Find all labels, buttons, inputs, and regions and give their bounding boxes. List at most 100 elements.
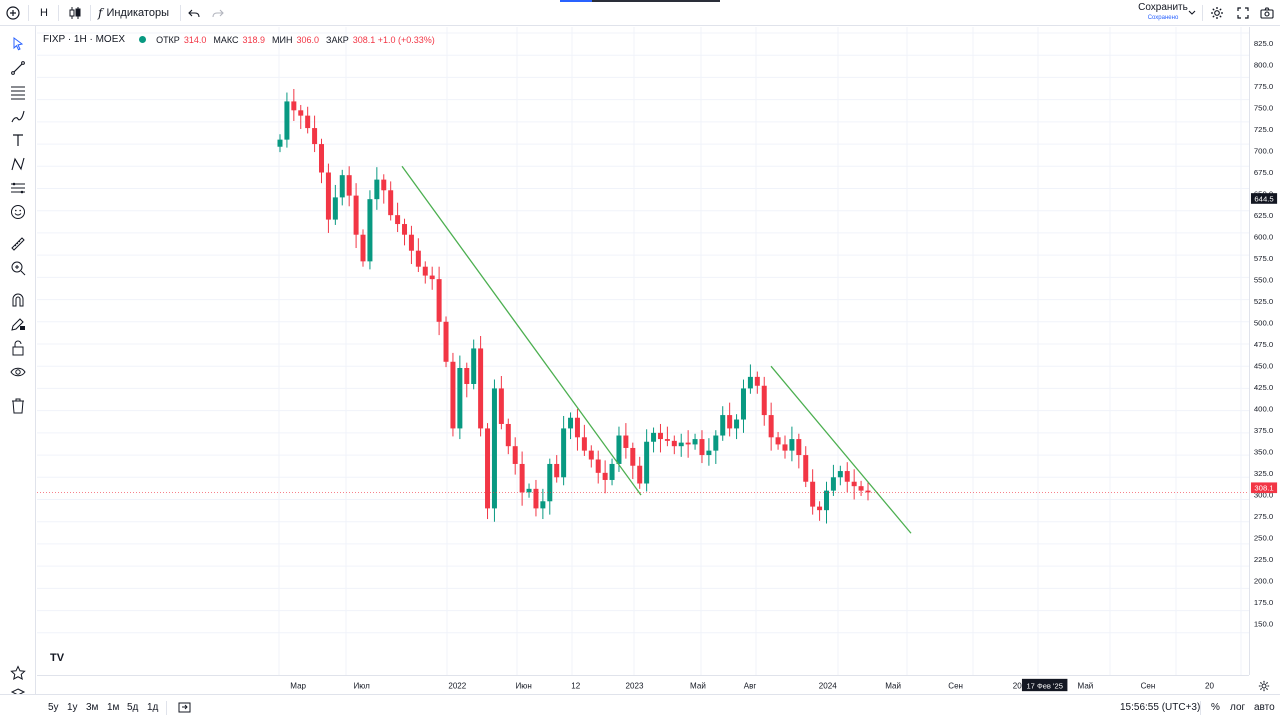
settings-button[interactable]: [1208, 3, 1226, 23]
candle-body: [422, 266, 428, 276]
candle-body: [823, 490, 829, 511]
magnet-tool[interactable]: [7, 289, 29, 311]
time-tick-label: Сен: [1141, 681, 1156, 690]
time-tick-label: Мар: [290, 681, 306, 690]
price-tick-label: 575.0: [1254, 254, 1273, 263]
candle-body: [491, 388, 497, 509]
indicators-label: Индикаторы: [106, 7, 169, 19]
candle-body: [727, 415, 733, 429]
time-scale[interactable]: Мар Июл 2022 Июн 12 2023 Май Авг 2024 Май Сен 20 Май…: [37, 675, 1249, 694]
candle-body: [851, 481, 857, 487]
function-icon: f: [98, 6, 103, 20]
candle-body: [616, 435, 622, 464]
bottom-toolbar: 5у 1у 3м 1м 5д 1д 15:56:55 (UTC+3) % лог…: [0, 694, 1280, 720]
save-menu-button[interactable]: [1186, 3, 1198, 23]
candle-body: [332, 197, 338, 220]
candles: [277, 88, 871, 524]
measure-tool[interactable]: [7, 233, 29, 255]
candle-body: [685, 442, 691, 445]
fullscreen-button[interactable]: [1234, 3, 1252, 23]
high-value: 318.9: [242, 34, 266, 45]
log-toggle[interactable]: лог: [1230, 702, 1246, 713]
price-tick-label: 750.0: [1254, 104, 1273, 113]
time-tick-label: Авг: [744, 681, 757, 690]
candle-body: [602, 472, 608, 480]
candle-body: [360, 234, 366, 262]
interval-button[interactable]: Н: [40, 7, 48, 19]
candle-body: [817, 506, 823, 511]
remove-drawings-tool[interactable]: [7, 395, 29, 417]
price-tick-label: 625.0: [1254, 211, 1273, 220]
candle-body: [740, 388, 746, 420]
open-key: ОТКР: [156, 34, 180, 45]
cursor-tool[interactable]: [7, 33, 29, 55]
price-tick-label: 700.0: [1254, 147, 1273, 156]
candle-body: [644, 441, 650, 484]
brush-tool[interactable]: [7, 105, 29, 127]
open-value: 314.0: [183, 34, 207, 45]
screenshot-button[interactable]: [1258, 3, 1276, 23]
candle-body: [305, 115, 311, 129]
fib-tool[interactable]: [7, 81, 29, 103]
top-toolbar: Н f Индикаторы Сохранить Сохранено: [0, 0, 1280, 26]
candle-body: [595, 459, 601, 473]
range-1d[interactable]: 1д: [147, 702, 159, 713]
range-1y[interactable]: 1у: [67, 702, 78, 713]
candle-body: [720, 415, 726, 436]
chart-legend: FIXP · 1Н · MOEX ОТКР 314.0 МАКС 318.9 МИН…: [43, 34, 438, 45]
favorites-tool[interactable]: [7, 662, 29, 684]
smiley-icon: [11, 205, 25, 219]
chart-canvas[interactable]: TV: [37, 27, 1249, 675]
symbol-title[interactable]: FIXP · 1Н · MOEX: [43, 34, 126, 45]
stay-drawing-tool[interactable]: [7, 313, 29, 335]
clock-timezone[interactable]: 15:56:55 (UTC+3): [1120, 702, 1201, 713]
candle-body: [367, 199, 373, 262]
price-tick-label: 225.0: [1254, 555, 1273, 564]
magnet-icon: [12, 293, 24, 307]
last-price-badge: 308.1: [1250, 482, 1278, 494]
range-5d[interactable]: 5д: [127, 702, 139, 713]
candle-body: [319, 144, 325, 173]
price-tick-label: 450.0: [1254, 362, 1273, 371]
trendline: [770, 365, 912, 534]
trendline-tool[interactable]: [7, 57, 29, 79]
price-tick-label: 550.0: [1254, 276, 1273, 285]
prediction-tool[interactable]: [7, 177, 29, 199]
pattern-tool[interactable]: [7, 153, 29, 175]
low-key: МИН: [272, 34, 293, 45]
candle-body: [395, 215, 401, 225]
hide-drawings-tool[interactable]: [7, 361, 29, 383]
trendline-icon: [11, 61, 25, 75]
time-tick-label: 2024: [819, 681, 837, 690]
auto-toggle[interactable]: авто: [1254, 702, 1275, 713]
time-tick-label: 12: [571, 681, 580, 690]
candle-body: [581, 437, 587, 451]
icon-tool[interactable]: [7, 201, 29, 223]
time-scale-settings-button[interactable]: [1258, 679, 1270, 697]
candle-body: [754, 376, 760, 386]
percent-toggle[interactable]: %: [1211, 702, 1220, 713]
redo-button[interactable]: [210, 3, 226, 23]
undo-button[interactable]: [186, 3, 202, 23]
range-1m[interactable]: 1м: [107, 702, 120, 713]
price-tick-label: 325.0: [1254, 469, 1273, 478]
goto-date-button[interactable]: [178, 701, 191, 716]
price-scale[interactable]: 825.0800.0775.0750.0725.0700.0675.0650.0…: [1249, 27, 1280, 675]
zoom-tool[interactable]: [7, 257, 29, 279]
indicators-button[interactable]: f Индикаторы: [98, 3, 176, 23]
candles-icon: [69, 7, 81, 19]
text-tool[interactable]: [7, 129, 29, 151]
add-symbol-button[interactable]: [4, 3, 22, 23]
candle-body: [512, 446, 518, 464]
save-label: Сохранить: [1138, 2, 1188, 13]
range-5y[interactable]: 5у: [48, 702, 59, 713]
marker-price-label: 644.5: [1254, 194, 1273, 203]
range-3m[interactable]: 3м: [86, 702, 99, 713]
candle-body: [678, 442, 684, 447]
text-icon: [13, 134, 23, 146]
save-button[interactable]: Сохранить Сохранено: [1132, 2, 1194, 22]
save-status: Сохранено: [1147, 15, 1179, 21]
price-tick-label: 500.0: [1254, 319, 1273, 328]
chart-type-button[interactable]: [66, 3, 84, 23]
lock-drawings-tool[interactable]: [7, 337, 29, 359]
